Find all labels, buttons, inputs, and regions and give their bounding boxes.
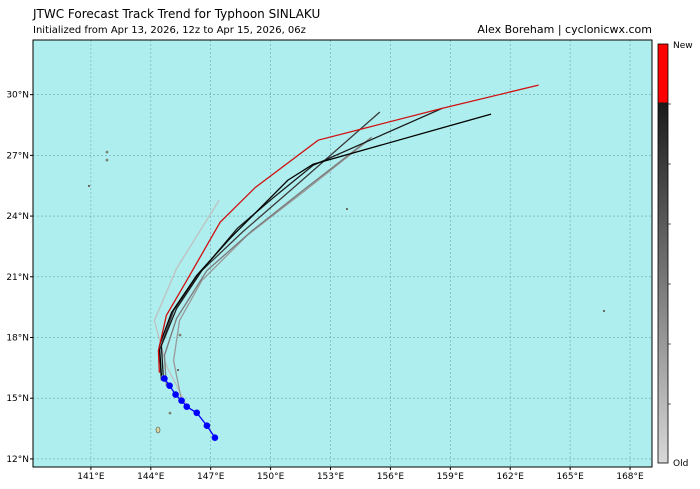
ocean: [33, 40, 652, 467]
track-point: [161, 375, 168, 382]
title: JTWC Forecast Track Trend for Typhoon SI…: [32, 7, 320, 21]
x-tick-label: 162°E: [497, 472, 525, 482]
x-tick-label: 156°E: [377, 472, 405, 482]
x-tick-label: 153°E: [317, 472, 345, 482]
track: [153, 199, 220, 406]
track-point: [166, 382, 173, 389]
x-tick-label: 147°E: [197, 472, 225, 482]
track-point: [203, 422, 211, 430]
track: [172, 139, 370, 401]
track-point: [211, 434, 219, 441]
x-tick-label: 165°E: [556, 472, 584, 482]
x-tick-label: 144°E: [137, 472, 165, 482]
tracks: [153, 84, 539, 441]
track: [157, 84, 539, 373]
colorbar-top-label: New: [673, 41, 693, 51]
y-tick-label: 15°N: [6, 394, 29, 404]
y-tick-label: 30°N: [6, 91, 29, 101]
colorbar-bottom-label: Old: [673, 459, 688, 469]
x-tick-label: 150°E: [257, 472, 285, 482]
islands: [87, 150, 606, 434]
track: [163, 136, 373, 386]
colorbar: [657, 43, 669, 464]
y-tick-label: 21°N: [6, 273, 29, 283]
x-tick-label: 168°E: [616, 472, 644, 482]
subtitle: Initialized from Apr 13, 2026, 12z to Ap…: [33, 25, 306, 36]
colorbar-ticks: [668, 103, 671, 405]
y-tick-label: 24°N: [6, 212, 29, 222]
track-point: [193, 409, 201, 417]
y-tick-label: 27°N: [6, 151, 29, 161]
track-point: [178, 397, 185, 404]
map-frame: [32, 39, 653, 468]
x-tick-label: 159°E: [437, 472, 465, 482]
x-tick-label: 141°E: [77, 472, 105, 482]
credit: Alex Boreham | cyclonicwx.com: [477, 23, 652, 36]
y-tick-label: 12°N: [6, 455, 29, 465]
y-tick-label: 18°N: [6, 333, 29, 343]
track-point: [183, 403, 191, 410]
track-point: [172, 391, 179, 398]
